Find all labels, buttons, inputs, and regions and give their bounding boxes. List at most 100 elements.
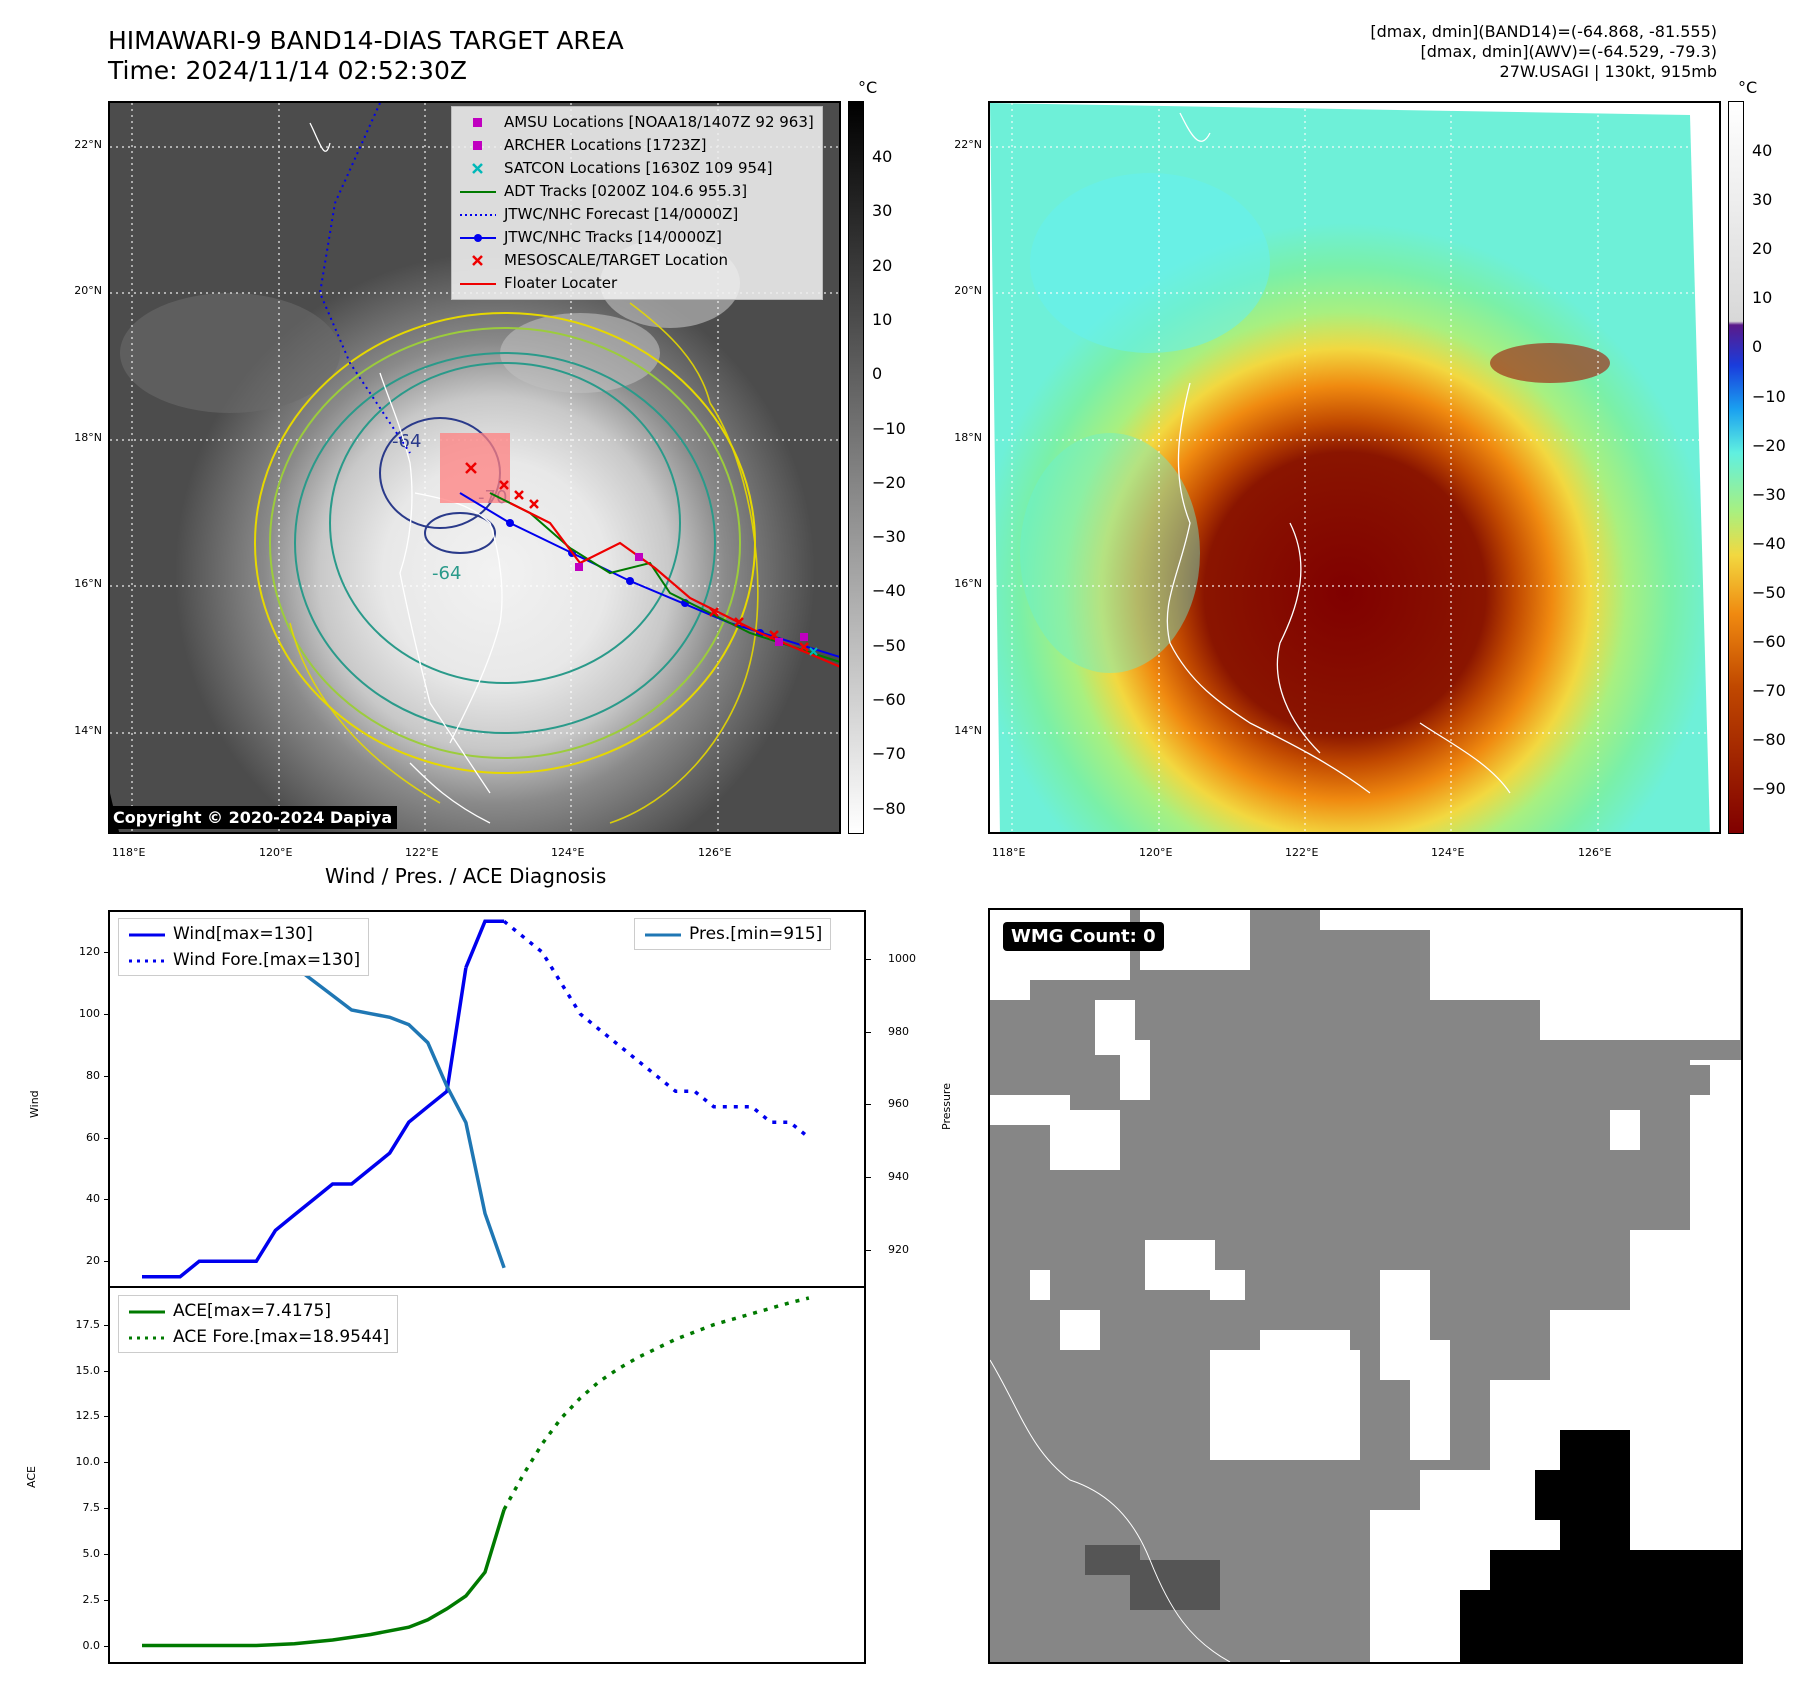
- ace-svg: [142, 1296, 810, 1648]
- axis-tick-mark: [866, 1031, 871, 1033]
- wmg-coastline: [990, 1359, 1231, 1662]
- colorbar-tick-label: −70: [872, 744, 906, 764]
- lon-label-126: 126°E: [698, 846, 732, 859]
- colorbar-right-unit: °C: [1738, 78, 1758, 97]
- floater-box: [440, 433, 510, 503]
- lat-label-r-20: 20°N: [954, 284, 982, 297]
- legend-item-label: MESOSCALE/TARGET Location: [504, 251, 729, 269]
- legend-symbol-icon: [458, 180, 498, 203]
- legend-item-label: JTWC/NHC Tracks [14/0000Z]: [504, 228, 722, 246]
- storm-meta: [dmax, dmin](BAND14)=(-64.868, -81.555) …: [1370, 22, 1717, 82]
- axis-tick-label: 1000: [888, 952, 916, 966]
- wmg-count-badge: WMG Count: 0: [1003, 922, 1164, 951]
- legend-symbol-icon: [458, 226, 498, 249]
- legend-item: MESOSCALE/TARGET Location: [458, 249, 814, 272]
- axis-tick-label: 960: [888, 1097, 909, 1111]
- legend-item: AMSU Locations [NOAA18/1407Z 92 963]: [458, 111, 814, 134]
- colorbar-tick-label: −80: [1752, 730, 1786, 750]
- colorbar-tick-label: −10: [1752, 386, 1786, 406]
- pres-series-line: [142, 924, 506, 1269]
- satcon-markers: [809, 647, 818, 656]
- lon-label-118: 118°E: [112, 846, 146, 859]
- lat-label-22: 22°N: [74, 138, 102, 151]
- colorbar-tick-label: −60: [1752, 632, 1786, 651]
- legend-item-label: AMSU Locations [NOAA18/1407Z 92 963]: [504, 113, 814, 131]
- lat-label-r-18: 18°N: [954, 431, 982, 444]
- colorbar-tick-label: 40: [1752, 141, 1773, 160]
- axis-tick-mark: [104, 1508, 109, 1509]
- contour-label-1: -64: [392, 431, 421, 452]
- lon-label-120: 120°E: [259, 846, 293, 859]
- axis-tick-label: 920: [888, 1242, 909, 1256]
- lat-label-r-22: 22°N: [954, 138, 982, 151]
- lat-label-r-16: 16°N: [954, 577, 982, 590]
- axis-tick-mark: [104, 1462, 109, 1464]
- ace-fore-legend-label: ACE Fore.[max=18.9544]: [173, 1327, 390, 1347]
- colorbar-tick-label: 30: [1752, 190, 1773, 210]
- pres-axis-label: Pressure: [940, 1083, 953, 1130]
- copyright-label: Copyright © 2020-2024 Dapiya: [108, 806, 398, 829]
- coastline-right: [1166, 112, 1511, 794]
- axis-tick-label: 0.0: [82, 1638, 101, 1652]
- axis-tick-mark: [104, 1324, 109, 1326]
- colorbar-tick-label: 0: [1752, 337, 1763, 357]
- contour-label-3: -64: [432, 563, 461, 584]
- legend-item: ADT Tracks [0200Z 104.6 955.3]: [458, 180, 814, 203]
- colorbar-tick-label: 10: [872, 309, 893, 329]
- pres-legend: Pres.[min=915]: [634, 918, 832, 950]
- axis-tick-mark: [104, 1199, 109, 1201]
- colorbar-tick-label: −70: [1752, 681, 1786, 701]
- legend-item-label: SATCON Locations [1630Z 109 954]: [504, 159, 773, 177]
- wind-fore-legend-label: Wind Fore.[max=130]: [173, 950, 361, 970]
- wind-series-line: [464, 919, 505, 969]
- ace-axis-label: ACE: [25, 1466, 38, 1488]
- colorbar-tick-label: −50: [872, 635, 906, 655]
- meta-line-3: 27W.USAGI | 130kt, 915mb: [1499, 62, 1717, 81]
- axis-tick-label: 7.5: [82, 1501, 101, 1514]
- legend-item: JTWC/NHC Tracks [14/0000Z]: [458, 226, 814, 249]
- ace-legend: ACE[max=7.4175] ACE Fore.[max=18.9544]: [118, 1295, 399, 1353]
- axis-tick-label: 17.5: [75, 1317, 101, 1331]
- colorbar-tick-label: −80: [872, 798, 906, 818]
- legend-symbol-icon: [458, 203, 498, 226]
- colorbar-tick-label: −50: [1752, 582, 1786, 602]
- axis-tick-label: 60: [86, 1130, 100, 1144]
- jtwc-forecast-track: [318, 103, 411, 454]
- wmg-dark-areas: [1460, 1430, 1741, 1662]
- axis-tick-mark: [866, 1177, 871, 1179]
- legend-item-label: ARCHER Locations [1723Z]: [504, 136, 707, 154]
- legend-item: ARCHER Locations [1723Z]: [458, 134, 814, 157]
- legend-symbol-icon: [458, 157, 498, 180]
- ace-series-line: [142, 1508, 506, 1648]
- axis-tick-mark: [104, 1416, 109, 1418]
- legend-item-label: Floater Locater: [504, 274, 618, 292]
- wind-series-line: [142, 967, 468, 1279]
- axis-tick-label: 5.0: [82, 1546, 101, 1560]
- pres-legend-label: Pres.[min=915]: [689, 924, 823, 944]
- colorbar-tick-label: −30: [1752, 484, 1786, 504]
- colorbar-tick-label: −60: [872, 690, 906, 709]
- title-line-2: Time: 2024/11/14 02:52:30Z: [108, 56, 467, 85]
- axis-tick-mark: [104, 1599, 109, 1601]
- wind-legend-label: Wind[max=130]: [173, 924, 313, 944]
- adt-track: [489, 492, 839, 663]
- colorbar-tick-label: 30: [872, 201, 893, 221]
- colorbar-tick-label: −40: [872, 581, 906, 601]
- axis-tick-label: 20: [86, 1254, 100, 1268]
- ace-series-line: [502, 1296, 810, 1511]
- axis-tick-mark: [866, 1249, 871, 1251]
- axis-tick-mark: [866, 1104, 871, 1106]
- axis-tick-mark: [104, 1370, 109, 1372]
- lon-label-124: 124°E: [551, 846, 585, 859]
- wmg-clear-areas: [990, 910, 1741, 1662]
- lat-label-18: 18°N: [74, 431, 102, 444]
- coastline: [309, 122, 503, 824]
- lon-label-r-120: 120°E: [1139, 846, 1173, 859]
- lat-label-14: 14°N: [74, 724, 102, 737]
- axis-tick-mark: [104, 1645, 109, 1647]
- legend-item: Floater Locater: [458, 272, 814, 295]
- lon-label-r-126: 126°E: [1578, 846, 1612, 859]
- wmg-svg: [990, 910, 1741, 1662]
- legend-symbol-icon: [458, 272, 498, 295]
- ace-legend-label: ACE[max=7.4175]: [173, 1301, 331, 1321]
